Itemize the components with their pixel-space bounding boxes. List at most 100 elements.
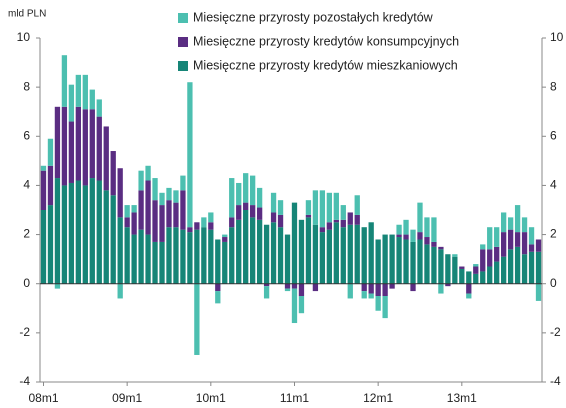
legend-swatch: [178, 13, 188, 23]
bar-segment: [417, 202, 423, 233]
bar-segment: [535, 283, 542, 301]
bar-segment: [263, 224, 270, 284]
bar-segment: [445, 283, 451, 287]
bar-segment: [298, 296, 305, 314]
bar-segment: [256, 207, 263, 220]
bar-segment: [466, 271, 472, 284]
bar-segment: [277, 227, 284, 284]
bar-segment: [319, 190, 326, 228]
legend-swatch: [178, 37, 188, 47]
bar-segment: [424, 217, 430, 238]
y-tick-label: 8: [23, 79, 30, 93]
bar-segment: [501, 232, 507, 257]
bar-segment: [68, 182, 75, 284]
bar-segment: [68, 121, 75, 183]
bar-segment: [389, 234, 395, 284]
bar-segment: [333, 219, 339, 223]
bar-segment: [368, 222, 374, 284]
bar-segment: [368, 283, 374, 294]
bar-segment: [110, 151, 116, 196]
y2-tick-label: 4: [550, 178, 557, 192]
x-tick-label: 11m1: [280, 391, 309, 405]
bar-segment: [431, 246, 437, 284]
bar-segment: [61, 55, 68, 107]
y-tick-label: -2: [19, 325, 30, 339]
bar-segment: [270, 212, 277, 223]
bar-segment: [340, 227, 346, 284]
bar-segment: [201, 217, 207, 228]
bar-segment: [326, 222, 332, 230]
bar-segment: [459, 266, 465, 269]
bar-segment: [263, 286, 270, 299]
bar-segment: [403, 234, 409, 240]
bar-segment: [375, 296, 381, 311]
bar-segment: [382, 296, 388, 319]
bar-segment: [215, 239, 221, 284]
bar-segment: [173, 227, 179, 284]
bar-segment: [354, 195, 360, 215]
bar-segment: [75, 106, 81, 181]
bar-segment: [277, 200, 284, 215]
bar-segment: [354, 214, 360, 225]
bar-segment: [535, 251, 542, 284]
bar-segment: [417, 239, 423, 284]
bar-segment: [222, 234, 228, 238]
bar-segment: [375, 283, 381, 296]
bar-segment: [319, 232, 326, 284]
bar-segment: [263, 283, 270, 287]
bar-segment: [410, 241, 416, 284]
bar-segment: [514, 205, 521, 233]
bar-segment: [117, 217, 123, 284]
bar-segment: [487, 227, 493, 250]
bar-segment: [124, 227, 130, 284]
bar-segment: [103, 126, 109, 191]
bar-segment: [229, 178, 235, 218]
bar-segment: [312, 283, 319, 292]
legend-swatch: [178, 61, 188, 71]
bar-segment: [424, 244, 430, 284]
bar-segment: [326, 192, 332, 223]
bar-segment: [521, 232, 528, 255]
bar-segment: [131, 234, 137, 284]
bar-segment: [208, 229, 214, 284]
y-tick-label: 0: [23, 276, 30, 290]
bar-segment: [389, 283, 395, 289]
bar-segment: [473, 266, 479, 274]
x-tick-label: 08m1: [28, 391, 58, 405]
bar-segment: [236, 182, 242, 206]
bar-segment: [194, 283, 200, 355]
bar-segment: [347, 283, 353, 299]
bar-segment: [187, 227, 193, 233]
bar-segment: [250, 175, 256, 206]
bar-segment: [291, 283, 298, 289]
bar-segment: [187, 232, 193, 284]
bar-segment: [180, 190, 186, 230]
x-tick-label: 09m1: [112, 391, 142, 405]
bar-segment: [396, 224, 402, 235]
bar-segment: [417, 232, 423, 240]
x-tick-label: 12m1: [363, 391, 393, 405]
y-tick-label: 2: [23, 227, 30, 241]
bar-segment: [159, 192, 165, 206]
bar-segment: [166, 227, 172, 284]
bar-segment: [236, 205, 242, 220]
bar-segment: [75, 180, 81, 284]
y2-tick-label: 10: [550, 30, 564, 44]
bar-segment: [270, 222, 277, 284]
bar-segment: [47, 165, 54, 206]
y2-tick-label: -4: [550, 374, 561, 388]
bar-segment: [431, 241, 437, 247]
bar-segment: [354, 224, 360, 284]
bar-segment: [89, 109, 95, 179]
bar-segment: [361, 227, 367, 284]
bar-segment: [375, 239, 381, 284]
bar-segment: [138, 190, 144, 230]
bar-segment: [110, 195, 116, 284]
bar-segment: [312, 190, 319, 225]
y-axis-label: mld PLN: [8, 9, 46, 20]
y2-tick-label: 6: [550, 128, 557, 142]
bar-segment: [250, 217, 256, 284]
bar-segment: [501, 256, 507, 284]
bar-segment: [40, 210, 47, 284]
bar-segment: [47, 138, 54, 166]
